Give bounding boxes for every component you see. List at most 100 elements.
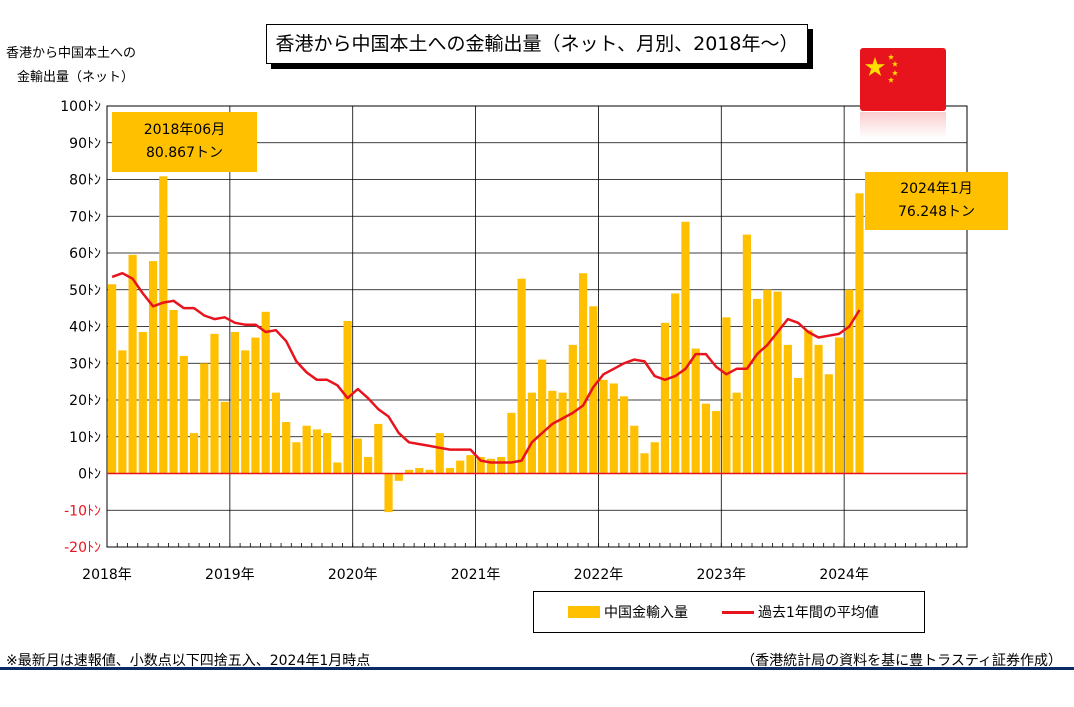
y-tick-label: 90ﾄﾝ [69,136,101,152]
bar-month [568,344,577,474]
x-tick-label: 2018年 [82,567,132,583]
bar-month [128,254,137,474]
bar-month [527,392,536,474]
bar-month [712,411,721,474]
bar-month [701,403,711,474]
bar-month [671,293,680,474]
latest-callout-date: 2024年1月 [900,181,973,197]
bar-month [210,333,219,474]
bar-month [773,291,782,474]
bar-month [302,425,311,474]
bar-month [538,359,547,474]
bar-month [148,261,158,474]
y-tick-label: -10ﾄﾝ [64,503,101,519]
peak-callout: 2018年06月 80.867トン [112,112,257,172]
bar-month [753,298,762,474]
legend-line-swatch [722,610,754,614]
chart-title: 香港から中国本土への金輸出量（ネット、月別、2018年～） [266,24,808,64]
bar-month [108,284,117,474]
y-tick-label: 80ﾄﾝ [69,173,101,189]
bar-month [282,422,291,474]
bar-month [271,392,281,474]
bar-month [384,473,393,513]
bar-month [855,193,864,474]
bar-month [363,456,373,474]
y-tick-label: 60ﾄﾝ [69,246,101,262]
x-tick-label: 2021年 [451,567,501,583]
y-tick-label: 50ﾄﾝ [69,283,101,299]
bar-month [640,453,649,474]
source-note: （香港統計局の資料を基に豊トラスティ証券作成） [741,653,1062,669]
bar-month [323,433,332,474]
peak-callout-value: 80.867トン [146,145,223,161]
x-tick-label: 2020年 [328,567,378,583]
bar-month [589,306,598,474]
bar-month [486,458,496,474]
bar-month [159,176,168,474]
bar-month [804,330,813,474]
y-tick-label: 0ﾄﾝ [78,467,101,483]
peak-callout-date: 2018年06月 [143,122,226,138]
bar-month [742,234,751,474]
bar-month [466,455,475,474]
y-tick-label: 40ﾄﾝ [69,320,101,336]
latest-callout-value: 76.248トン [898,204,975,220]
bar-month [824,374,833,474]
bar-month [445,467,455,474]
bar-month [241,350,250,474]
legend: 中国金輸入量 過去1年間の平均値 [533,591,925,633]
bar-month [394,473,403,481]
y-tick-label: 10ﾄﾝ [69,430,101,446]
flag-stars [865,54,898,83]
y-axis-label-line1: 香港から中国本土への [6,46,137,61]
bar-month [179,355,188,474]
y-tick-labels: 100ﾄﾝ 90ﾄﾝ 80ﾄﾝ 70ﾄﾝ 60ﾄﾝ 50ﾄﾝ 40ﾄﾝ 30ﾄﾝ 20ﾄﾝ 10ﾄ… [60,99,101,556]
bar-month [312,429,321,474]
bar-month [793,377,803,474]
bottom-rule [0,667,1074,670]
latest-callout: 2024年1月 76.248トン [865,172,1008,230]
y-tick-label: 70ﾄﾝ [69,209,101,225]
x-tick-label: 2022年 [574,567,624,583]
bar-month [619,396,629,474]
legend-bar-swatch [568,606,600,618]
y-tick-label: 20ﾄﾝ [69,393,101,409]
bar-month [507,412,516,474]
bar-month [722,317,731,474]
legend-bar-label: 中国金輸入量 [604,605,688,621]
y-tick-label: -20ﾄﾝ [64,540,101,556]
bar-month [333,462,342,474]
average-line-series [111,271,861,464]
bar-month [630,425,639,474]
bar-month [353,438,362,474]
average-line [111,271,861,464]
bar-month [548,390,557,474]
y-axis-label-line2: 金輸出量（ネット） [17,70,135,85]
bar-month [169,309,178,474]
bar-month [660,322,670,474]
bar-month [435,433,444,474]
legend-line-label: 過去1年間の平均値 [758,605,879,621]
bar-month [558,392,567,474]
y-tick-label: 30ﾄﾝ [69,356,101,372]
bar-month [230,332,240,474]
bar-month [476,456,485,474]
bar-month [251,337,260,474]
x-tick-label: 2023年 [696,567,746,583]
bar-month [374,423,383,474]
bar-month [681,221,690,474]
bar-month [814,344,823,474]
bar-month [189,433,199,474]
x-tick-label: 2024年 [819,567,869,583]
bar-month [118,350,127,474]
bar-month [292,442,301,474]
x-tick-label: 2019年 [205,567,255,583]
y-tick-label: 100ﾄﾝ [60,99,101,115]
bar-month [578,273,588,474]
x-tick-labels: 2018年 2019年 2020年 2021年 2022年 2023年 2024年 [82,567,869,583]
bar-month [200,363,209,474]
bar-month [732,392,741,474]
grid-lines [106,106,968,547]
bar-month [650,442,659,474]
